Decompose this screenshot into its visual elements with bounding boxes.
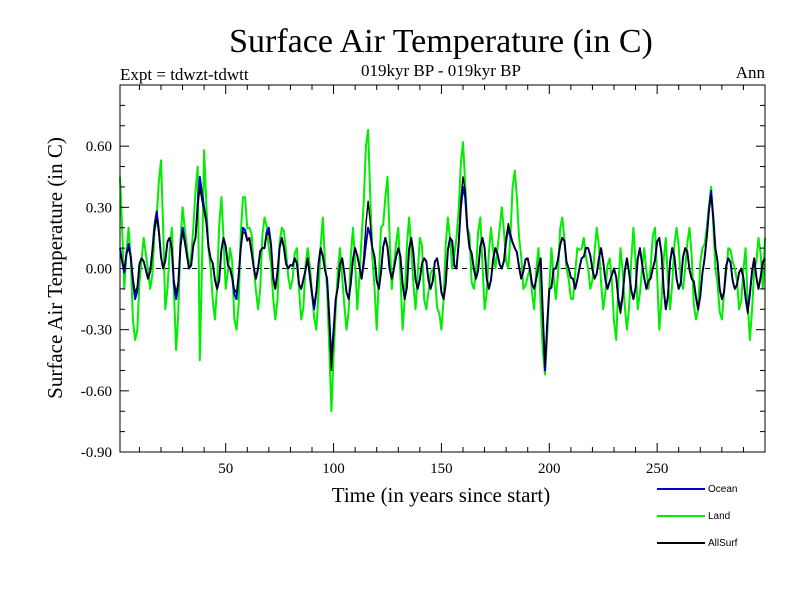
y-axis-title: Surface Air Temperature (in C) xyxy=(43,137,67,399)
y-tick-label: 0.60 xyxy=(86,139,112,155)
y-tick-label: 0.00 xyxy=(86,262,112,278)
chart-title: Surface Air Temperature (in C) xyxy=(229,23,653,60)
y-tick-label: -0.30 xyxy=(81,323,112,339)
axis-ticks: -0.90 -0.60 -0.30 0.00 0.30 0.60 50 100 150 200 25… xyxy=(81,85,765,477)
x-tick-label: 250 xyxy=(646,461,669,477)
period-label: Ann xyxy=(736,63,766,82)
chart-subtitle: 019kyr BP - 019kyr BP xyxy=(361,61,521,80)
plot-area xyxy=(119,128,766,413)
y-tick-label: 0.30 xyxy=(86,200,112,216)
y-tick-label: -0.60 xyxy=(81,384,112,400)
experiment-label: Expt = tdwzt-tdwtt xyxy=(120,65,249,84)
y-tick-label: -0.90 xyxy=(81,445,112,461)
legend-label-ocean: Ocean xyxy=(708,484,737,495)
legend: Ocean Land AllSurf xyxy=(657,484,738,549)
x-tick-label: 200 xyxy=(538,461,561,477)
x-axis-title: Time (in years since start) xyxy=(332,483,551,507)
x-tick-label: 100 xyxy=(322,461,345,477)
x-tick-label: 50 xyxy=(218,461,233,477)
series-line-land xyxy=(119,128,766,413)
legend-label-land: Land xyxy=(708,511,730,522)
legend-label-allsurf: AllSurf xyxy=(708,538,738,549)
series-line-allsurf xyxy=(119,176,766,372)
x-tick-label: 150 xyxy=(430,461,453,477)
